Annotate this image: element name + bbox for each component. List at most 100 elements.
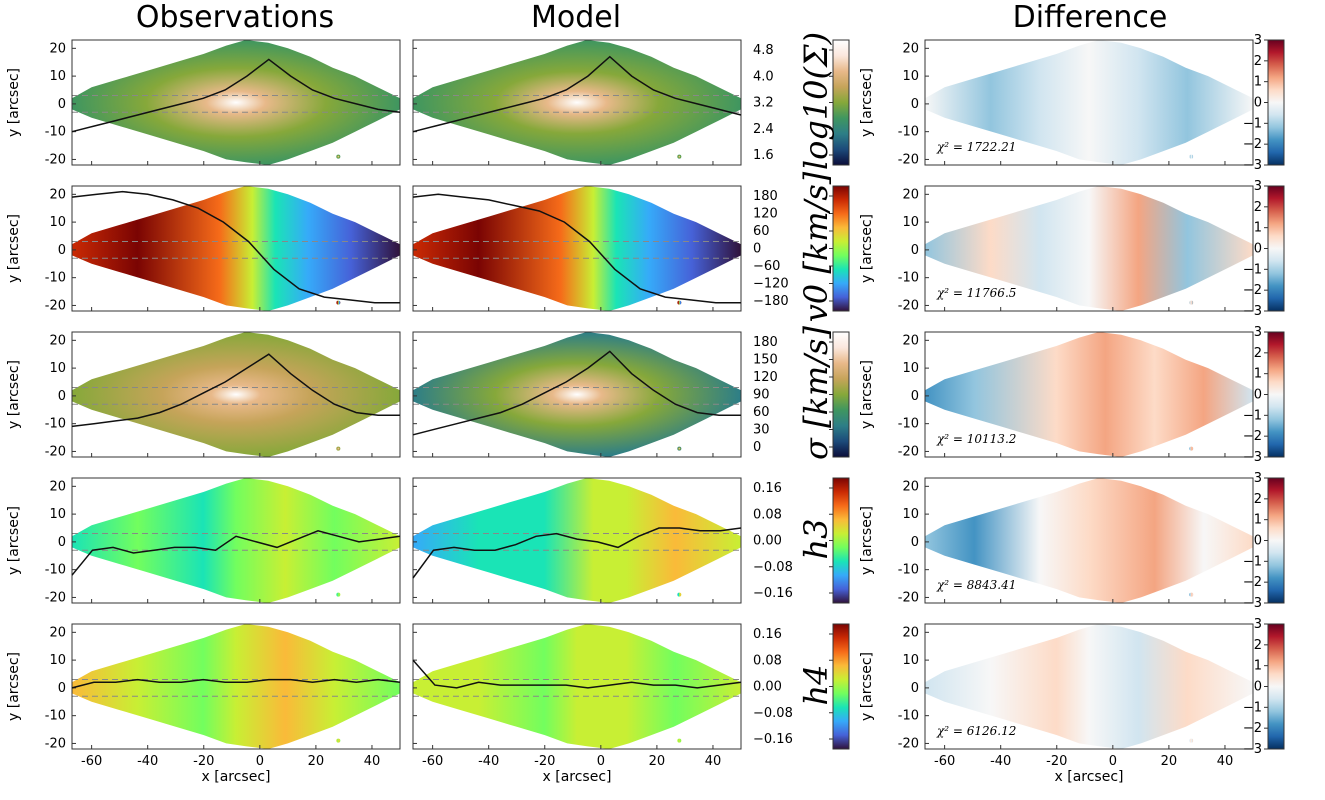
chi-squared-label: χ² = 1722.21 bbox=[936, 140, 1016, 154]
isolated-bin bbox=[1189, 154, 1194, 159]
colorbar-tick-label: 180 bbox=[753, 189, 778, 204]
colorbar-tick-label: 1 bbox=[1254, 367, 1262, 382]
profile-line bbox=[71, 58, 401, 133]
colorbar-tick-label: −0.16 bbox=[753, 732, 793, 747]
x-tick-label: -60 bbox=[81, 754, 102, 769]
y-tick-label: -20 bbox=[45, 298, 66, 313]
y-tick-label: -20 bbox=[898, 298, 919, 313]
y-tick-label: -10 bbox=[898, 125, 919, 140]
y-tick-label: -10 bbox=[45, 417, 66, 432]
x-tick-label: 40 bbox=[1217, 754, 1234, 769]
x-tick-label: 40 bbox=[364, 754, 381, 769]
y-tick-label: -10 bbox=[45, 271, 66, 286]
y-tick-label: -20 bbox=[898, 152, 919, 167]
galaxy-map bbox=[72, 40, 400, 165]
y-tick-label: -20 bbox=[45, 590, 66, 605]
galaxy-map bbox=[413, 478, 741, 603]
panel-frame bbox=[924, 185, 1254, 312]
colorbar-tick-label: 3 bbox=[1254, 179, 1262, 194]
y-tick-label: 20 bbox=[902, 479, 919, 494]
y-tick-label: 10 bbox=[902, 507, 919, 522]
row-label-h4: h4 bbox=[797, 664, 835, 706]
y-tick-label: -10 bbox=[898, 563, 919, 578]
chi-squared-label: χ² = 11766.5 bbox=[936, 286, 1016, 300]
y-tick-label: 0 bbox=[58, 389, 66, 404]
colorbar-tick-label: 4.8 bbox=[753, 43, 774, 58]
galaxy-map bbox=[925, 40, 1253, 165]
colorbar-tick-label: 0.16 bbox=[753, 627, 782, 642]
galaxy-map bbox=[413, 40, 741, 165]
colorbar-tick-label: 0.00 bbox=[753, 534, 782, 549]
colorbar-tick-label: 180 bbox=[753, 335, 778, 350]
y-tick-label: 20 bbox=[902, 41, 919, 56]
chi-squared-label: χ² = 6126.12 bbox=[936, 724, 1016, 738]
x-tick-label: 20 bbox=[649, 754, 666, 769]
galaxy-map bbox=[413, 186, 741, 311]
x-tick-label: -60 bbox=[934, 754, 955, 769]
y-tick-label: -20 bbox=[898, 590, 919, 605]
colorbar-tick-label: 1 bbox=[1254, 221, 1262, 236]
y-axis-label: y [arcsec] bbox=[6, 68, 22, 137]
panel-r1-c2 bbox=[924, 185, 1254, 312]
y-axis-label: y [arcsec] bbox=[859, 68, 875, 137]
x-tick-label: -40 bbox=[990, 754, 1011, 769]
isolated-bin bbox=[1189, 300, 1194, 305]
y-tick-label: 10 bbox=[902, 361, 919, 376]
panel-r4-c0 bbox=[71, 623, 401, 750]
panel-frame bbox=[412, 39, 742, 166]
colorbar-tick-label: −2 bbox=[1243, 137, 1262, 152]
column-title-difference: Difference bbox=[1012, 0, 1168, 35]
colorbar-tick-label: 60 bbox=[753, 224, 770, 239]
y-axis-label: y [arcsec] bbox=[859, 360, 875, 429]
colorbar-tick-label: −1 bbox=[1243, 554, 1262, 569]
y-axis-label: y [arcsec] bbox=[859, 652, 875, 721]
panel-r1-c1 bbox=[412, 185, 742, 312]
x-tick-label: 0 bbox=[256, 754, 264, 769]
panel-r2-c0 bbox=[71, 331, 401, 458]
x-axis-label: x [arcsec] bbox=[543, 769, 612, 785]
colorbar-tick-label: −0.08 bbox=[753, 706, 793, 721]
profile-line bbox=[412, 350, 741, 436]
colorbar-tick-label: −2 bbox=[1243, 283, 1262, 298]
panel-r1-c0 bbox=[71, 185, 401, 312]
colorbar-tick-label: 2 bbox=[1254, 346, 1262, 361]
panel-frame bbox=[71, 623, 401, 750]
panel-frame bbox=[412, 185, 742, 312]
colorbar-tick-label: 3 bbox=[1254, 617, 1262, 632]
y-tick-label: -10 bbox=[898, 271, 919, 286]
y-tick-label: 10 bbox=[49, 507, 66, 522]
colorbar-tick-label: 3 bbox=[1254, 33, 1262, 48]
y-tick-label: 20 bbox=[902, 333, 919, 348]
galaxy-map bbox=[413, 332, 741, 457]
colorbar-difference bbox=[1267, 623, 1285, 750]
y-tick-label: 10 bbox=[902, 69, 919, 84]
colorbar-tick-label: −3 bbox=[1243, 596, 1262, 611]
panel-r0-c1 bbox=[412, 39, 742, 166]
colorbar-quantity bbox=[832, 185, 850, 312]
isolated-bin bbox=[336, 300, 341, 305]
isolated-bin bbox=[677, 738, 682, 743]
y-tick-label: -20 bbox=[898, 444, 919, 459]
colorbar-tick-label: 2.4 bbox=[753, 122, 774, 137]
profile-line bbox=[71, 678, 401, 689]
colorbar-tick-label: −0.16 bbox=[753, 586, 793, 601]
y-tick-label: 10 bbox=[49, 215, 66, 230]
isolated-bin bbox=[336, 738, 341, 743]
isolated-bin bbox=[336, 592, 341, 597]
profile-line bbox=[71, 530, 401, 576]
profile-line bbox=[71, 353, 400, 428]
y-axis-label: y [arcsec] bbox=[859, 506, 875, 575]
isolated-bin bbox=[677, 154, 682, 159]
y-tick-label: 0 bbox=[58, 97, 66, 112]
y-axis-label: y [arcsec] bbox=[6, 506, 22, 575]
panel-frame bbox=[412, 477, 742, 604]
y-tick-label: 0 bbox=[911, 97, 919, 112]
y-tick-label: -20 bbox=[45, 444, 66, 459]
colorbar-difference bbox=[1267, 477, 1285, 604]
y-axis-label: y [arcsec] bbox=[859, 214, 875, 283]
y-tick-label: 10 bbox=[902, 215, 919, 230]
colorbar-tick-label: 0 bbox=[1254, 680, 1262, 695]
y-tick-label: 0 bbox=[911, 389, 919, 404]
colorbar-tick-label: 0 bbox=[1254, 534, 1262, 549]
panel-frame bbox=[71, 477, 401, 604]
